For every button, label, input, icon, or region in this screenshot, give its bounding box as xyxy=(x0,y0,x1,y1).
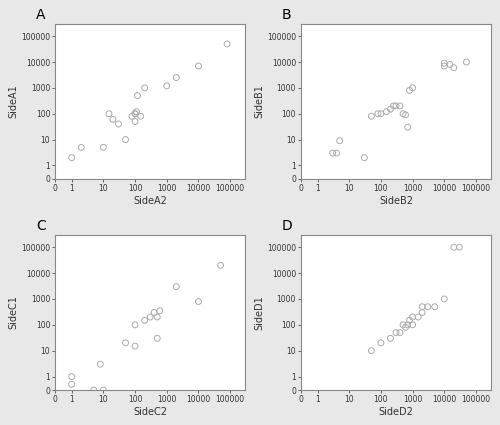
Point xyxy=(131,110,139,117)
Point xyxy=(131,110,139,117)
Point xyxy=(462,59,470,65)
Point xyxy=(392,329,400,336)
Point xyxy=(77,144,85,151)
Point xyxy=(132,108,140,115)
Y-axis label: SideC1: SideC1 xyxy=(8,295,18,329)
Point xyxy=(382,108,390,115)
Point xyxy=(156,307,164,314)
Point xyxy=(450,64,458,71)
Point xyxy=(172,74,180,81)
Point xyxy=(392,102,400,109)
X-axis label: SideD2: SideD2 xyxy=(378,407,414,416)
Point xyxy=(360,154,368,161)
Point xyxy=(140,85,148,91)
Point xyxy=(216,262,224,269)
Point xyxy=(332,150,340,156)
Point xyxy=(96,361,104,368)
Point xyxy=(172,283,180,290)
Point xyxy=(131,118,139,125)
Text: A: A xyxy=(36,8,46,22)
Point xyxy=(408,314,416,320)
Point xyxy=(114,121,122,128)
Point xyxy=(68,373,76,380)
Point xyxy=(105,110,113,117)
Point xyxy=(140,317,148,324)
Point xyxy=(131,321,139,328)
Point xyxy=(68,381,76,388)
Point xyxy=(368,113,376,119)
Point xyxy=(424,303,432,310)
Point xyxy=(58,180,66,187)
Point xyxy=(440,62,448,69)
Point xyxy=(134,92,141,99)
Point xyxy=(153,335,161,342)
Y-axis label: SideA1: SideA1 xyxy=(8,85,18,118)
Y-axis label: SideD1: SideD1 xyxy=(254,295,264,330)
Text: C: C xyxy=(36,219,46,233)
Point xyxy=(223,40,231,47)
Point xyxy=(90,387,98,394)
Point xyxy=(440,295,448,302)
X-axis label: SideB2: SideB2 xyxy=(379,196,413,206)
Point xyxy=(408,85,416,91)
Point xyxy=(131,343,139,349)
Point xyxy=(386,106,394,113)
Point xyxy=(399,321,407,328)
Point xyxy=(406,317,413,324)
Point xyxy=(100,144,108,151)
Y-axis label: SideB1: SideB1 xyxy=(254,85,264,118)
Point xyxy=(109,116,117,123)
Point xyxy=(336,137,344,144)
Point xyxy=(404,321,411,328)
Point xyxy=(377,110,385,117)
Point xyxy=(146,314,154,320)
Point xyxy=(122,340,130,346)
Point xyxy=(194,298,202,305)
X-axis label: SideC2: SideC2 xyxy=(133,407,167,416)
Point xyxy=(100,387,108,394)
Point xyxy=(406,87,413,94)
Point xyxy=(414,314,422,320)
Point xyxy=(150,309,158,316)
Point xyxy=(396,329,404,336)
Point xyxy=(446,61,454,68)
Point xyxy=(368,347,376,354)
Point xyxy=(374,110,382,117)
Point xyxy=(328,150,336,156)
Point xyxy=(450,244,458,251)
Point xyxy=(456,244,464,251)
Text: D: D xyxy=(282,219,292,233)
Point xyxy=(386,335,394,342)
Point xyxy=(418,309,426,316)
Point xyxy=(194,62,202,69)
Point xyxy=(408,321,416,328)
Point xyxy=(440,60,448,67)
Point xyxy=(402,324,409,331)
Point xyxy=(404,124,411,130)
Point xyxy=(153,314,161,320)
Point xyxy=(122,136,130,143)
Point xyxy=(136,113,144,119)
Point xyxy=(68,154,76,161)
Point xyxy=(396,102,404,109)
Text: B: B xyxy=(282,8,292,22)
Point xyxy=(390,102,398,109)
Point xyxy=(399,110,407,117)
Point xyxy=(402,111,409,118)
Point xyxy=(128,113,136,119)
Point xyxy=(163,82,171,89)
X-axis label: SideA2: SideA2 xyxy=(133,196,167,206)
Point xyxy=(377,340,385,346)
Point xyxy=(430,303,438,310)
Point xyxy=(418,303,426,310)
